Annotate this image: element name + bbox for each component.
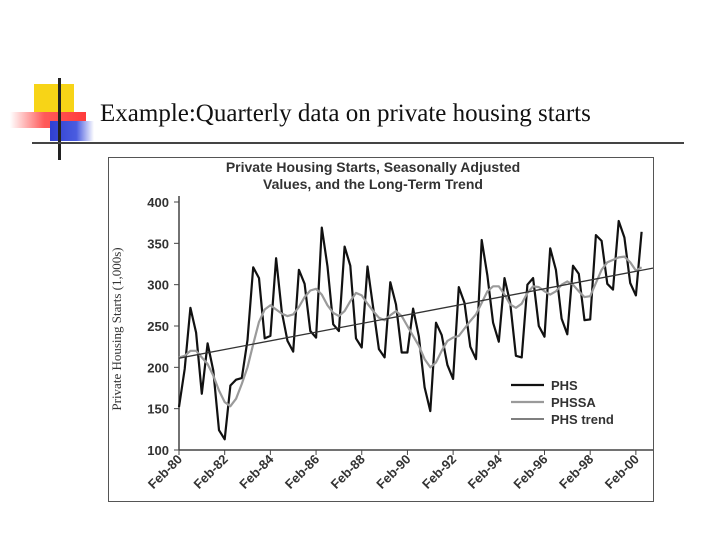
y-tick-label: 350 [147,236,169,251]
x-tick-label: Feb-90 [373,452,413,492]
y-axis-label: Private Housing Starts (1,000s) [109,247,124,410]
y-tick-label: 200 [147,360,169,375]
legend-label-phs-trend: PHS trend [551,412,614,427]
x-tick-label: Feb-86 [282,452,322,492]
x-tick-label: Feb-84 [236,451,277,492]
legend-label-phssa: PHSSA [551,395,596,410]
y-tick-label: 400 [147,195,169,210]
blue-accent-bar [50,121,94,141]
housing-starts-chart: Private Housing Starts, Seasonally Adjus… [109,159,654,492]
series-lines [177,219,654,441]
chart-title-line-2: Values, and the Long-Term Trend [263,176,483,192]
legend-label-phs: PHS [551,378,578,393]
y-tick-label: 250 [147,319,169,334]
x-tick-label: Feb-88 [328,452,368,492]
x-tick-label: Feb-98 [556,452,596,492]
x-tick-label: Feb-92 [419,452,459,492]
x-tick-label: Feb-00 [602,452,642,492]
chart-frame: Private Housing Starts, Seasonally Adjus… [108,157,654,502]
chart-title-line-1: Private Housing Starts, Seasonally Adjus… [226,159,520,175]
series-line-phssa [178,255,643,408]
y-tick-label: 100 [147,443,169,458]
x-tick-label: Feb-82 [191,452,231,492]
y-tick-label: 150 [147,402,169,417]
series-line-phs-trend [178,267,654,359]
x-tick-label: Feb-96 [510,452,550,492]
legend: PHS PHSSA PHS trend [511,378,614,427]
title-divider [32,142,684,144]
x-tick-label: Feb-94 [465,451,506,492]
slide-title: Example:Quarterly data on private housin… [100,100,591,127]
y-tick-label: 300 [147,278,169,293]
vertical-accent-line [58,78,61,160]
